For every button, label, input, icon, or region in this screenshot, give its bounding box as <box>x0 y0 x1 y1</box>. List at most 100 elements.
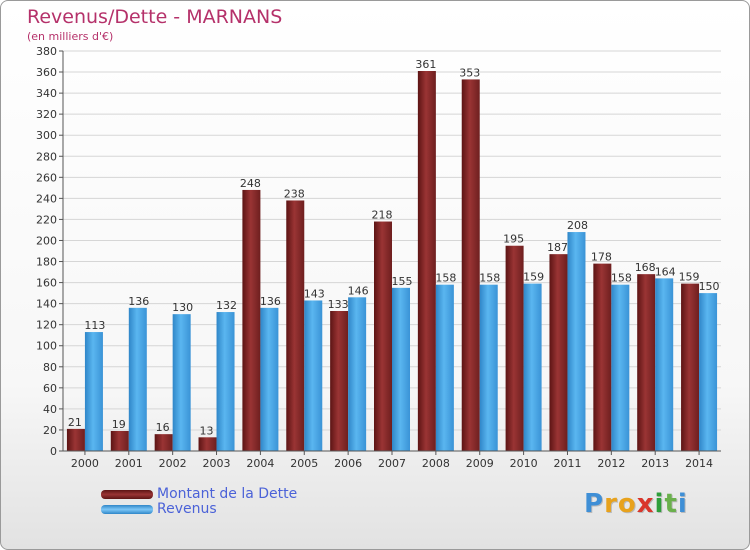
logo-letter: P <box>584 489 605 519</box>
legend-label-dette: Montant de la Dette <box>157 486 298 502</box>
legend-item-dette: Montant de la Dette <box>101 486 341 503</box>
bar-revenus <box>479 284 498 451</box>
data-label-revenus: 136 <box>260 295 281 308</box>
bar-dette <box>681 283 700 451</box>
logo-letter: x <box>636 489 655 519</box>
data-label-revenus: 208 <box>567 219 588 232</box>
data-label-revenus: 130 <box>172 301 193 314</box>
y-tick-label: 200 <box>36 234 57 247</box>
data-label-dette: 195 <box>503 233 524 246</box>
y-tick-label: 280 <box>36 150 57 163</box>
data-label-revenus: 159 <box>523 271 544 284</box>
data-label-dette: 19 <box>112 418 126 431</box>
y-tick-label: 0 <box>50 445 57 458</box>
x-tick-label: 2010 <box>510 457 538 470</box>
y-tick-label: 360 <box>36 66 57 79</box>
data-label-dette: 238 <box>284 187 305 200</box>
chart-title: Revenus/Dette - MARNANS <box>27 6 283 28</box>
data-label-dette: 187 <box>547 241 568 254</box>
x-tick-label: 2005 <box>290 457 318 470</box>
x-tick-label: 2012 <box>597 457 625 470</box>
y-tick-label: 220 <box>36 213 57 226</box>
data-label-revenus: 113 <box>84 319 105 332</box>
data-label-revenus: 143 <box>304 287 325 300</box>
y-tick-label: 320 <box>36 108 57 121</box>
bar-dette <box>505 245 524 451</box>
y-tick-label: 100 <box>36 340 57 353</box>
bar-dette <box>374 221 392 451</box>
x-tick-label: 2001 <box>115 457 143 470</box>
legend-label-revenus: Revenus <box>157 501 217 517</box>
bar-revenus <box>304 300 323 451</box>
data-label-revenus: 158 <box>611 272 632 285</box>
bar-revenus <box>260 307 279 451</box>
bar-dette <box>242 189 261 451</box>
bar-dette <box>198 437 217 451</box>
data-label-revenus: 146 <box>348 284 369 297</box>
y-tick-label: 60 <box>43 382 57 395</box>
bar-dette <box>66 428 85 451</box>
bar-dette <box>110 431 129 451</box>
proxiti-logo: Proxiti <box>584 489 688 519</box>
data-label-dette: 218 <box>372 209 393 222</box>
logo-letter: r <box>604 489 618 519</box>
x-tick-label: 2014 <box>685 457 713 470</box>
bar-revenus <box>567 232 586 451</box>
bar-dette <box>549 254 568 451</box>
logo-letter: o <box>617 489 637 519</box>
data-label-dette: 353 <box>459 66 480 79</box>
data-label-dette: 361 <box>415 58 436 71</box>
bar-revenus <box>699 293 718 451</box>
y-tick-label: 180 <box>36 256 57 269</box>
data-label-revenus: 150 <box>699 280 720 293</box>
y-tick-label: 300 <box>36 129 57 142</box>
bar-revenus <box>348 297 367 451</box>
data-label-dette: 13 <box>200 424 214 437</box>
y-tick-label: 240 <box>36 192 57 205</box>
y-tick-label: 260 <box>36 171 57 184</box>
data-label-dette: 178 <box>591 251 612 264</box>
y-tick-label: 160 <box>36 277 57 290</box>
data-label-revenus: 158 <box>435 272 456 285</box>
bar-revenus <box>172 314 191 451</box>
x-tick-label: 2002 <box>159 457 187 470</box>
y-tick-label: 20 <box>43 424 57 437</box>
logo-letter: i <box>654 489 665 519</box>
x-tick-label: 2011 <box>553 457 581 470</box>
bar-dette <box>417 71 436 451</box>
legend-swatch-dette <box>101 490 153 499</box>
data-label-dette: 16 <box>156 421 170 434</box>
bar-dette <box>461 79 480 451</box>
legend-swatch-revenus <box>101 505 153 514</box>
bar-dette <box>593 263 612 451</box>
y-tick-label: 40 <box>43 403 57 416</box>
bar-revenus <box>216 312 235 451</box>
logo-letter: i <box>677 489 688 519</box>
data-label-dette: 248 <box>240 177 261 190</box>
logo-letter: t <box>664 489 678 519</box>
bar-revenus <box>523 283 542 451</box>
bar-revenus <box>611 284 630 451</box>
x-tick-label: 2003 <box>203 457 231 470</box>
bar-revenus <box>392 287 410 451</box>
bar-dette <box>330 311 349 451</box>
x-tick-label: 2007 <box>378 457 406 470</box>
bar-revenus <box>128 307 147 451</box>
x-tick-label: 2000 <box>71 457 99 470</box>
data-label-revenus: 155 <box>392 275 413 288</box>
data-label-revenus: 158 <box>479 272 500 285</box>
y-tick-label: 380 <box>36 45 57 58</box>
bar-dette <box>286 200 305 451</box>
bar-dette <box>154 434 173 451</box>
y-tick-label: 140 <box>36 298 57 311</box>
y-tick-label: 340 <box>36 87 57 100</box>
bar-revenus <box>84 332 103 451</box>
data-label-dette: 168 <box>635 261 656 274</box>
y-tick-label: 80 <box>43 361 57 374</box>
bar-dette <box>637 274 656 451</box>
data-label-dette: 159 <box>679 271 700 284</box>
x-tick-label: 2004 <box>246 457 274 470</box>
bar-revenus <box>655 278 674 451</box>
